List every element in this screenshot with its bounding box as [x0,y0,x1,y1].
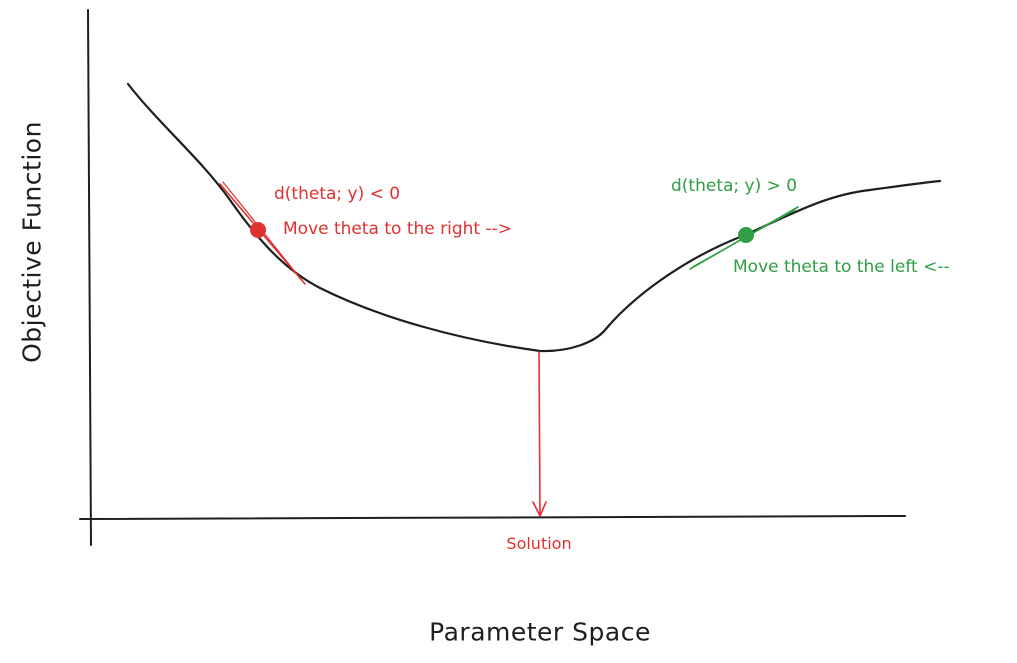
solution-label: Solution [506,534,572,553]
solution-arrow [532,351,547,517]
y-axis [87,9,92,546]
left-derivative-label: d(theta; y) < 0 [274,184,401,204]
left-point-marker [250,222,266,238]
objective-curve [126,82,942,353]
x-axis [79,515,906,520]
left-move-label: Move theta to the right --> [283,219,513,239]
x-axis-label: Parameter Space [429,617,651,647]
right-point-marker [738,227,754,243]
right-derivative-label: d(theta; y) > 0 [671,176,798,196]
right-move-label: Move theta to the left <-- [733,257,950,277]
y-axis-label: Objective Function [17,121,47,363]
